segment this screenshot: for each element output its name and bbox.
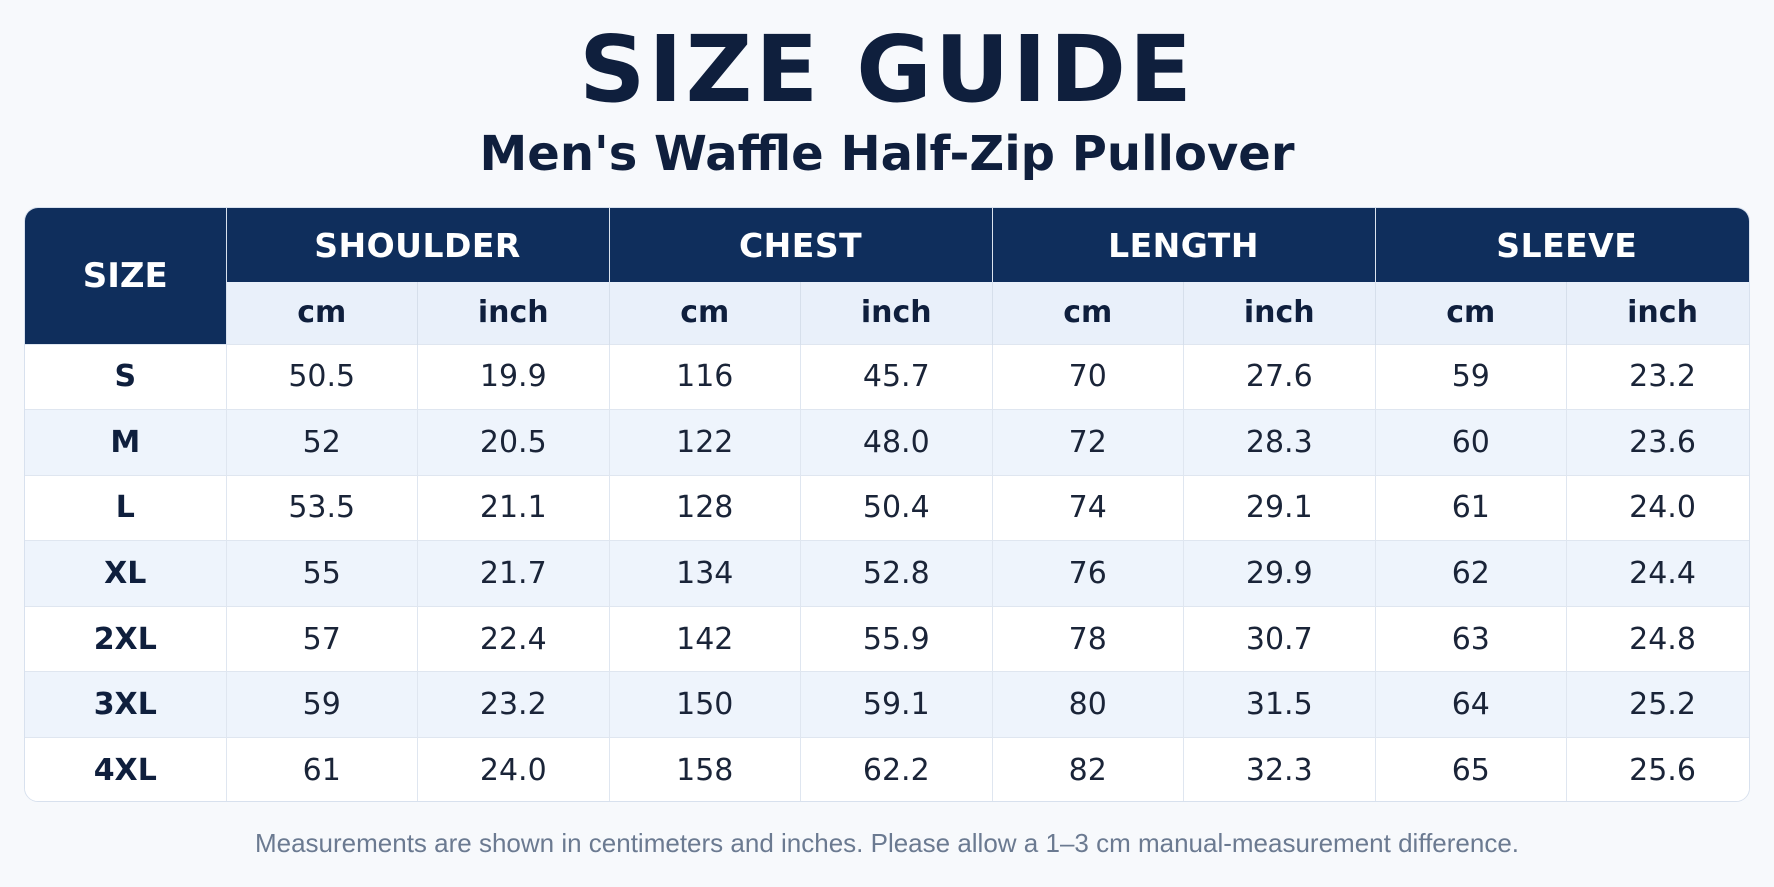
measurement-cell: 134: [608, 540, 801, 607]
measurement-cell: 80: [991, 671, 1184, 738]
size-label-cell: S: [25, 343, 226, 410]
measurement-cell: 45.7: [800, 343, 993, 410]
measurement-cell: 59: [225, 671, 418, 738]
size-label-cell: L: [25, 474, 226, 541]
measurement-cell: 142: [608, 605, 801, 672]
measurement-cell: 72: [991, 409, 1184, 476]
measurement-cell: 23.2: [417, 671, 610, 738]
unit-header: cm: [991, 282, 1184, 344]
size-label-cell: 4XL: [25, 737, 226, 801]
size-label-cell: 3XL: [25, 671, 226, 738]
measurement-cell: 59.1: [800, 671, 993, 738]
measurement-cell: 27.6: [1183, 343, 1376, 410]
measurement-cell: 28.3: [1183, 409, 1376, 476]
unit-header: inch: [1566, 282, 1749, 344]
measurement-cell: 25.2: [1566, 671, 1749, 738]
table-row: 2XL 57 22.4 142 55.9 78 30.7 63 24.8: [25, 605, 1749, 672]
measurement-cell: 23.2: [1566, 343, 1749, 410]
unit-header: cm: [225, 282, 418, 344]
measurement-cell: 24.4: [1566, 540, 1749, 607]
measurement-cell: 65: [1374, 737, 1567, 801]
measurement-cell: 128: [608, 474, 801, 541]
measurement-cell: 23.6: [1566, 409, 1749, 476]
measurement-cell: 24.8: [1566, 605, 1749, 672]
measurement-cell: 29.9: [1183, 540, 1376, 607]
measurement-cell: 50.5: [225, 343, 418, 410]
page-subtitle: Men's Waffle Half-Zip Pullover: [479, 126, 1295, 182]
measurement-cell: 55: [225, 540, 418, 607]
size-label-cell: 2XL: [25, 605, 226, 672]
measurement-cell: 52: [225, 409, 418, 476]
group-header-chest: CHEST: [608, 208, 993, 282]
table-header: SIZE SHOULDER CHEST LENGTH SLEEVE cm inc…: [25, 208, 1749, 344]
measurement-cell: 59: [1374, 343, 1567, 410]
measurement-cell: 55.9: [800, 605, 993, 672]
measurement-cell: 19.9: [417, 343, 610, 410]
measurement-cell: 158: [608, 737, 801, 801]
measurement-cell: 31.5: [1183, 671, 1376, 738]
measurement-cell: 52.8: [800, 540, 993, 607]
size-column-header: SIZE: [25, 208, 227, 344]
measurement-cell: 61: [1374, 474, 1567, 541]
size-table-container: SIZE SHOULDER CHEST LENGTH SLEEVE cm inc…: [24, 207, 1750, 802]
size-label-cell: XL: [25, 540, 226, 607]
measurement-cell: 60: [1374, 409, 1567, 476]
measurement-cell: 24.0: [417, 737, 610, 801]
measurement-cell: 21.7: [417, 540, 610, 607]
table-row: M 52 20.5 122 48.0 72 28.3 60 23.6: [25, 409, 1749, 476]
table-row: S 50.5 19.9 116 45.7 70 27.6 59 23.2: [25, 343, 1749, 410]
measurement-cell: 57: [225, 605, 418, 672]
size-label-cell: M: [25, 409, 226, 476]
measurement-cell: 48.0: [800, 409, 993, 476]
measurement-cell: 20.5: [417, 409, 610, 476]
group-header-shoulder: SHOULDER: [225, 208, 610, 282]
measurement-cell: 50.4: [800, 474, 993, 541]
measurement-cell: 32.3: [1183, 737, 1376, 801]
measurement-cell: 24.0: [1566, 474, 1749, 541]
measurement-cell: 62: [1374, 540, 1567, 607]
measurement-cell: 122: [608, 409, 801, 476]
unit-header: cm: [1374, 282, 1567, 344]
measurement-cell: 25.6: [1566, 737, 1749, 801]
measurement-cell: 21.1: [417, 474, 610, 541]
group-header-length: LENGTH: [991, 208, 1376, 282]
measurement-cell: 64: [1374, 671, 1567, 738]
measurement-cell: 150: [608, 671, 801, 738]
measurement-cell: 76: [991, 540, 1184, 607]
measurement-cell: 30.7: [1183, 605, 1376, 672]
unit-header: inch: [800, 282, 993, 344]
unit-header-row: cm inch cm inch cm inch cm inch: [25, 282, 1749, 344]
measurement-footnote: Measurements are shown in centimeters an…: [254, 828, 1520, 858]
group-header-row: SIZE SHOULDER CHEST LENGTH SLEEVE: [25, 208, 1749, 344]
measurement-cell: 22.4: [417, 605, 610, 672]
table-row: L 53.5 21.1 128 50.4 74 29.1 61 24.0: [25, 474, 1749, 541]
table-row: 4XL 61 24.0 158 62.2 82 32.3 65 25.6: [25, 737, 1749, 801]
measurement-cell: 82: [991, 737, 1184, 801]
measurement-cell: 78: [991, 605, 1184, 672]
page-title: SIZE GUIDE: [579, 16, 1195, 123]
group-header-sleeve: SLEEVE: [1374, 208, 1749, 282]
unit-header: cm: [608, 282, 801, 344]
measurement-cell: 62.2: [800, 737, 993, 801]
table-body: S 50.5 19.9 116 45.7 70 27.6 59 23.2 M 52 20.5 122 48…: [25, 343, 1749, 801]
measurement-cell: 116: [608, 343, 801, 410]
measurement-cell: 74: [991, 474, 1184, 541]
measurement-cell: 61: [225, 737, 418, 801]
table-row: XL 55 21.7 134 52.8 76 29.9 62 24.4: [25, 540, 1749, 607]
measurement-cell: 53.5: [225, 474, 418, 541]
measurement-cell: 63: [1374, 605, 1567, 672]
table-row: 3XL 59 23.2 150 59.1 80 31.5 64 25.2: [25, 671, 1749, 738]
measurement-cell: 70: [991, 343, 1184, 410]
unit-header: inch: [1183, 282, 1376, 344]
unit-header: inch: [417, 282, 610, 344]
size-table: SIZE SHOULDER CHEST LENGTH SLEEVE cm inc…: [25, 208, 1749, 801]
measurement-cell: 29.1: [1183, 474, 1376, 541]
